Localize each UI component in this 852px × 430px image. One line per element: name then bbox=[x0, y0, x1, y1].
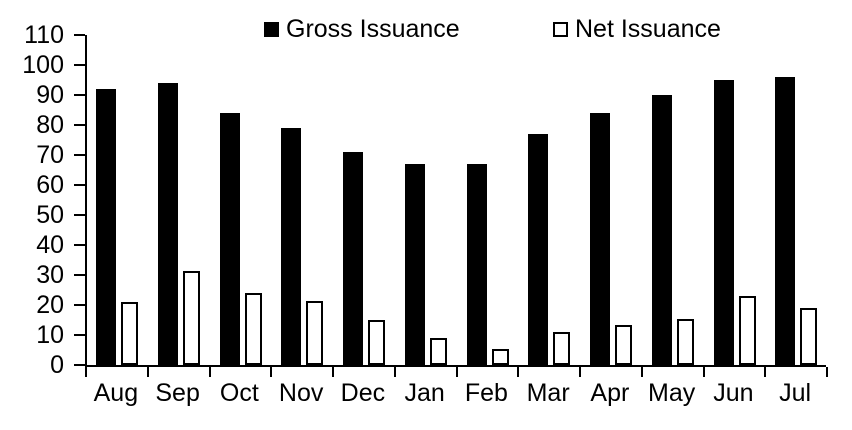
y-axis-tick-60 bbox=[74, 184, 85, 186]
net-issuance-bar-may bbox=[676, 318, 694, 365]
y-axis-label-70: 70 bbox=[36, 141, 64, 169]
x-axis-tick-4 bbox=[332, 367, 334, 377]
net-issuance-bar-nov bbox=[306, 300, 324, 365]
y-axis-label-90: 90 bbox=[36, 81, 64, 109]
y-axis-tick-20 bbox=[74, 304, 85, 306]
net-issuance-bar-feb bbox=[491, 348, 509, 365]
legend-label-gross: Gross Issuance bbox=[286, 15, 460, 43]
gross-issuance-bar-jan bbox=[404, 164, 425, 365]
gross-issuance-bar-jul bbox=[775, 77, 796, 365]
x-axis-label-may: May bbox=[648, 379, 696, 407]
y-axis-label-0: 0 bbox=[50, 351, 64, 379]
y-axis-label-80: 80 bbox=[36, 111, 64, 139]
x-axis-tick-11 bbox=[764, 367, 767, 377]
y-axis-label-40: 40 bbox=[36, 231, 64, 259]
gross-issuance-bar-oct bbox=[219, 113, 240, 365]
x-axis-label-oct: Oct bbox=[219, 379, 259, 407]
x-axis-tick-9 bbox=[640, 367, 643, 377]
net-issuance-bar-sep bbox=[182, 270, 200, 365]
net-issuance-bar-mar bbox=[553, 332, 571, 365]
gross-issuance-bar-jun bbox=[713, 80, 734, 365]
net-issuance-bar-dec bbox=[368, 320, 385, 365]
y-axis-label-10: 10 bbox=[36, 321, 64, 349]
gross-issuance-bar-nov bbox=[281, 128, 302, 365]
y-axis-label-110: 110 bbox=[24, 21, 64, 49]
gross-issuance-bar-may bbox=[651, 95, 672, 365]
y-axis-tick-70 bbox=[74, 154, 85, 156]
y-axis-line bbox=[85, 35, 87, 367]
x-axis-tick-3 bbox=[270, 367, 273, 377]
legend-label-net: Net Issuance bbox=[575, 15, 721, 43]
legend-item-gross-issuance: Gross Issuance bbox=[264, 15, 460, 44]
y-axis-tick-0 bbox=[74, 364, 85, 366]
x-axis-label-apr: Apr bbox=[590, 379, 630, 407]
gross-issuance-bar-sep bbox=[157, 83, 178, 365]
x-axis-label-mar: Mar bbox=[526, 379, 570, 407]
x-axis-tick-0 bbox=[85, 367, 87, 377]
x-axis-tick-6 bbox=[455, 367, 458, 377]
x-axis-label-dec: Dec bbox=[340, 379, 386, 407]
x-axis-tick-7 bbox=[517, 367, 520, 377]
x-axis-tick-12 bbox=[826, 367, 828, 377]
y-axis-tick-50 bbox=[74, 214, 85, 216]
x-axis-label-jan: Jan bbox=[404, 379, 445, 407]
net-issuance-swatch-icon bbox=[553, 22, 568, 37]
gross-issuance-bar-mar bbox=[528, 134, 549, 365]
chart-legend: Gross Issuance Net Issuance bbox=[0, 15, 852, 47]
gross-issuance-swatch-icon bbox=[264, 22, 279, 37]
legend-item-net-issuance: Net Issuance bbox=[553, 15, 721, 44]
y-axis-label-60: 60 bbox=[36, 171, 64, 199]
y-axis-tick-100 bbox=[74, 64, 85, 66]
y-axis-label-50: 50 bbox=[36, 201, 64, 229]
net-issuance-bar-jul bbox=[800, 308, 818, 365]
x-axis-tick-5 bbox=[393, 367, 396, 377]
y-axis-tick-10 bbox=[74, 334, 85, 336]
x-axis-label-nov: Nov bbox=[278, 379, 324, 407]
x-axis-label-feb: Feb bbox=[464, 379, 508, 407]
y-axis-tick-40 bbox=[74, 244, 85, 246]
gross-issuance-bar-apr bbox=[590, 113, 610, 365]
x-axis-line bbox=[85, 365, 826, 367]
y-axis-label-30: 30 bbox=[36, 261, 64, 289]
net-issuance-bar-apr bbox=[615, 324, 632, 365]
net-issuance-bar-jun bbox=[738, 296, 756, 365]
x-axis-tick-1 bbox=[146, 367, 149, 377]
x-axis-tick-8 bbox=[579, 367, 581, 377]
gross-issuance-bar-feb bbox=[466, 164, 487, 365]
y-axis-tick-90 bbox=[74, 94, 85, 96]
x-axis-label-aug: Aug bbox=[93, 379, 139, 407]
y-axis-tick-80 bbox=[74, 124, 85, 126]
x-axis-tick-10 bbox=[702, 367, 705, 377]
y-axis-label-100: 100 bbox=[22, 51, 64, 79]
gross-issuance-bar-aug bbox=[96, 89, 116, 365]
x-axis-label-jun: Jun bbox=[713, 379, 754, 407]
y-axis-label-20: 20 bbox=[36, 291, 64, 319]
net-issuance-bar-aug bbox=[121, 302, 138, 365]
gross-issuance-bar-dec bbox=[343, 152, 363, 365]
net-issuance-bar-oct bbox=[244, 293, 262, 365]
x-axis-tick-2 bbox=[208, 367, 211, 377]
y-axis-tick-30 bbox=[74, 274, 85, 276]
y-axis-tick-110 bbox=[74, 34, 85, 36]
net-issuance-bar-jan bbox=[429, 338, 447, 365]
x-axis-label-jul: Jul bbox=[779, 379, 812, 407]
x-axis-label-sep: Sep bbox=[155, 379, 200, 407]
